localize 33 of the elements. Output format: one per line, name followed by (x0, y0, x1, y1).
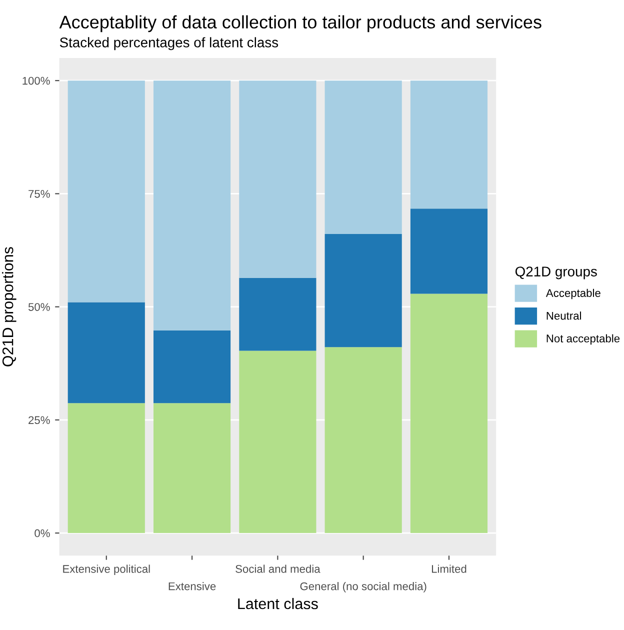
y-axis-title: Q21D proportions (2, 247, 16, 366)
bar (324, 80, 402, 234)
bar (239, 278, 316, 351)
y-tick-label: 50% (28, 303, 50, 311)
y-tick-label: 75% (28, 190, 50, 198)
chart-subtitle: Stacked percentages of latent class (60, 37, 278, 50)
bar (239, 80, 316, 278)
bar (324, 347, 402, 534)
bar (410, 208, 488, 294)
bar (153, 403, 231, 534)
chart-title: Acceptablity of data collection to tailor products and services (59, 15, 542, 32)
bar (239, 350, 316, 534)
y-tick-label: 25% (28, 416, 50, 424)
y-tick-label: 0% (34, 529, 50, 538)
bar (410, 294, 488, 534)
bar (324, 234, 402, 348)
legend-label: Not acceptable (546, 334, 620, 345)
y-tick-label: 100% (22, 76, 50, 85)
bar (410, 80, 488, 209)
legend-title: Q21D groups (515, 266, 597, 280)
legend-label: Acceptable (546, 288, 600, 300)
bar (68, 302, 145, 404)
bar (153, 330, 231, 404)
x-tick-label: Social and media (236, 564, 320, 573)
x-tick-label: Limited (432, 564, 466, 573)
bar (68, 403, 145, 534)
x-axis-title: Latent class (238, 598, 318, 610)
bar (153, 80, 231, 330)
x-tick-label: General (no social media) (300, 582, 426, 592)
bar (68, 80, 145, 302)
legend-label: Neutral (546, 312, 581, 320)
x-tick-label: Extensive political (63, 564, 150, 576)
x-tick-label: Extensive (168, 582, 216, 590)
